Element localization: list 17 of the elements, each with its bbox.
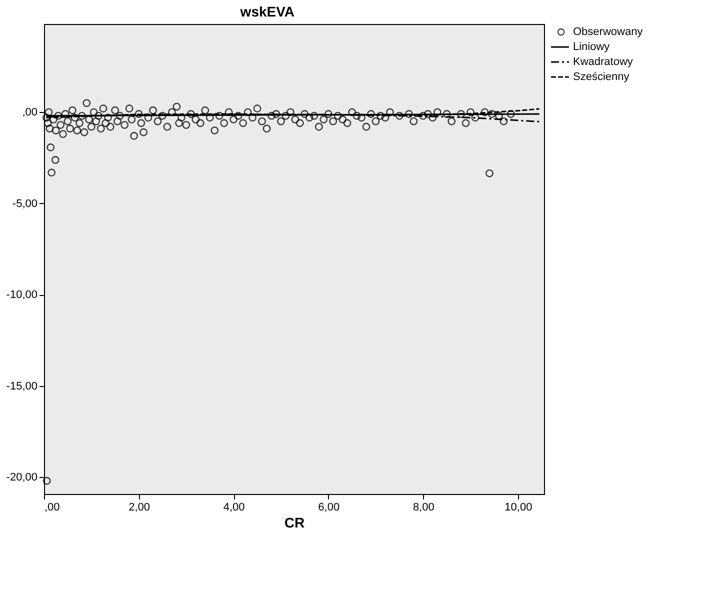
x-axis-title: CR <box>284 514 305 530</box>
x-tick-label: 10,00 <box>504 502 532 514</box>
legend-label: Sześcienny <box>573 71 630 83</box>
y-tick-label: ,00 <box>22 106 38 119</box>
y-tick-label: -5,00 <box>12 198 38 210</box>
legend-label: Liniowy <box>573 41 610 53</box>
x-tick-label: 8,00 <box>412 502 434 514</box>
legend-label: Kwadratowy <box>573 56 634 68</box>
y-tick-label: -15,00 <box>6 380 38 392</box>
legend-label: Obserwowany <box>573 26 644 38</box>
x-tick-label: 6,00 <box>318 502 340 514</box>
y-tick-label: -20,00 <box>6 472 38 484</box>
chart-title: wskEVA <box>239 4 295 20</box>
x-tick-label: 4,00 <box>223 502 245 514</box>
x-tick-label: 2,00 <box>128 502 150 514</box>
x-tick-label: ,00 <box>44 502 60 514</box>
y-tick-label: -10,00 <box>6 289 38 302</box>
